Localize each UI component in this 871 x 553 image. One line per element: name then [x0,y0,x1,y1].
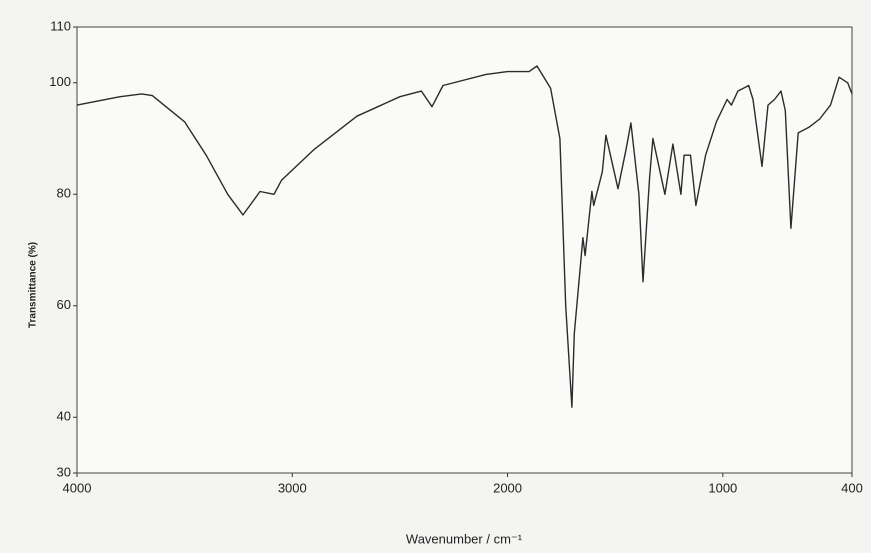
x-tick-label: 2000 [493,480,522,495]
spectrum-line [76,65,853,408]
y-tick-label: 60 [57,297,71,312]
y-tick-label: 40 [57,409,71,424]
y-tick-label: 30 [57,464,71,479]
x-axis-label: Wavenumber / cm⁻¹ [406,531,523,546]
y-tick-label: 80 [57,186,71,201]
y-tick-label: 100 [49,74,71,89]
y-axis-label: Transmittance (%) [28,242,39,328]
x-tick-label: 400 [841,480,863,495]
x-tick-label: 4000 [63,480,92,495]
x-tick-label: 1000 [708,480,737,495]
plot-area [76,26,853,474]
x-tick-label: 3000 [278,480,307,495]
y-tick-label: 110 [50,18,71,33]
